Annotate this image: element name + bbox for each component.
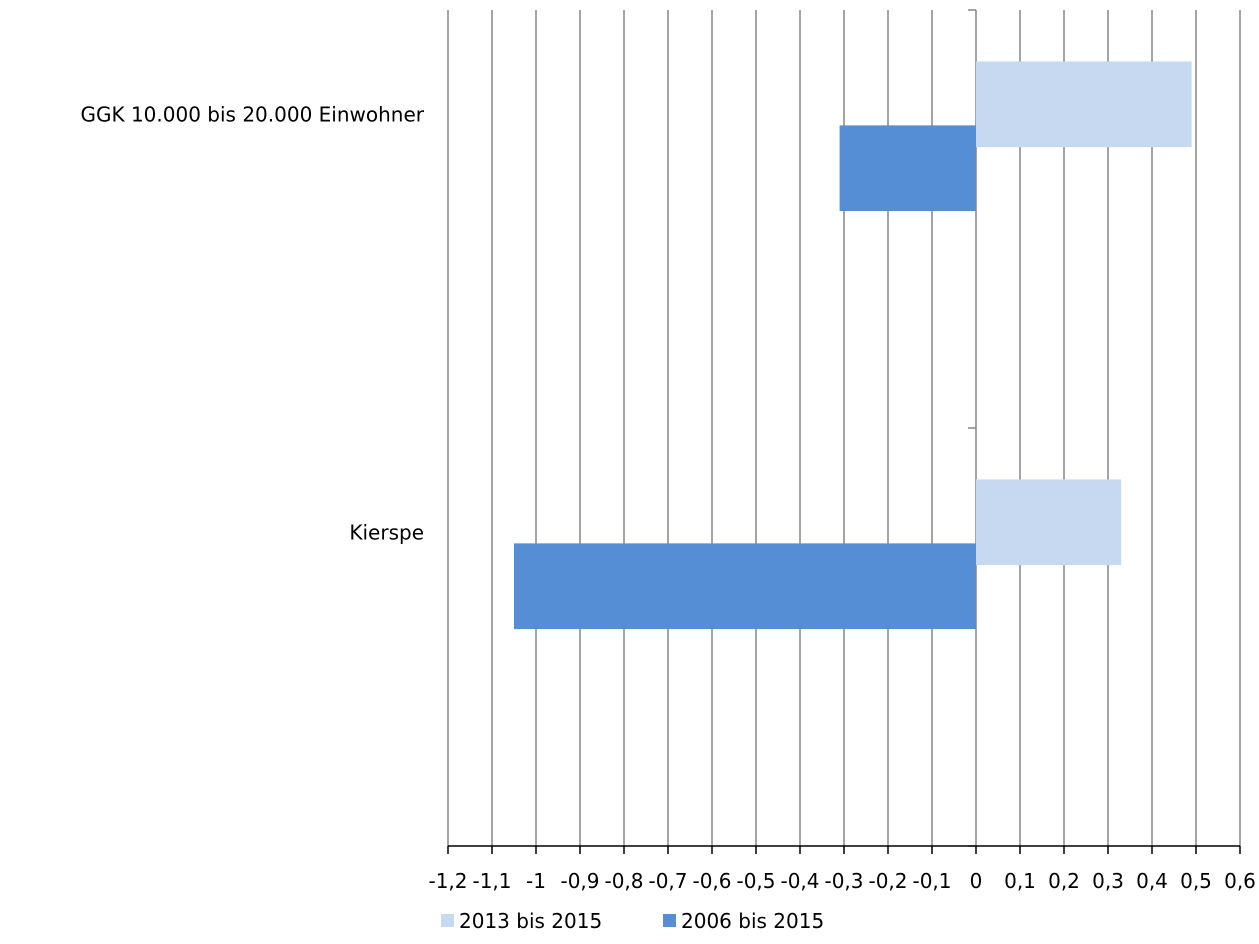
bar-2-series-1 bbox=[976, 479, 1122, 566]
value-tick-label-18: 0,6 bbox=[1224, 869, 1256, 893]
value-tick-label-16: 0,4 bbox=[1136, 869, 1168, 893]
bar-1-series-1 bbox=[976, 61, 1192, 148]
value-tick-label-9: -0,3 bbox=[824, 869, 863, 893]
value-tick-label-7: -0,5 bbox=[736, 869, 775, 893]
legend: 2013 bis 2015 2006 bis 2015 bbox=[441, 909, 824, 933]
value-tick-label-12: 0 bbox=[970, 869, 983, 893]
bar-2-series-2 bbox=[514, 543, 976, 630]
bars bbox=[514, 61, 1192, 630]
category-labels: GGK 10.000 bis 20.000 Einwohner Kierspe bbox=[80, 103, 424, 545]
value-tick-label-17: 0,5 bbox=[1180, 869, 1212, 893]
value-tick-label-14: 0,2 bbox=[1048, 869, 1080, 893]
value-axis: -1,2 -1,1 -1 -0,9 -0,8 -0,7 -0,6 -0,5 -0,4 -0,3 -0… bbox=[428, 845, 1256, 893]
value-tick-label-2: -1 bbox=[526, 869, 546, 893]
value-tick-label-4: -0,8 bbox=[604, 869, 643, 893]
value-tick-label-3: -0,9 bbox=[560, 869, 599, 893]
value-tick-label-15: 0,3 bbox=[1092, 869, 1124, 893]
legend-label-2: 2006 bis 2015 bbox=[681, 909, 824, 933]
bar-1-series-2 bbox=[839, 125, 976, 212]
value-tick-label-6: -0,6 bbox=[692, 869, 731, 893]
legend-swatch-2 bbox=[663, 914, 676, 927]
value-tick-label-11: -0,1 bbox=[912, 869, 951, 893]
legend-label-1: 2013 bis 2015 bbox=[459, 909, 602, 933]
value-tick-label-0: -1,2 bbox=[428, 869, 467, 893]
value-tick-label-13: 0,1 bbox=[1004, 869, 1036, 893]
value-tick-label-8: -0,4 bbox=[780, 869, 819, 893]
category-label-1: GGK 10.000 bis 20.000 Einwohner bbox=[80, 103, 424, 127]
category-label-2: Kierspe bbox=[349, 521, 424, 545]
value-tick-label-10: -0,2 bbox=[868, 869, 907, 893]
legend-swatch-1 bbox=[441, 914, 454, 927]
value-tick-label-1: -1,1 bbox=[472, 869, 511, 893]
value-tick-label-5: -0,7 bbox=[648, 869, 687, 893]
